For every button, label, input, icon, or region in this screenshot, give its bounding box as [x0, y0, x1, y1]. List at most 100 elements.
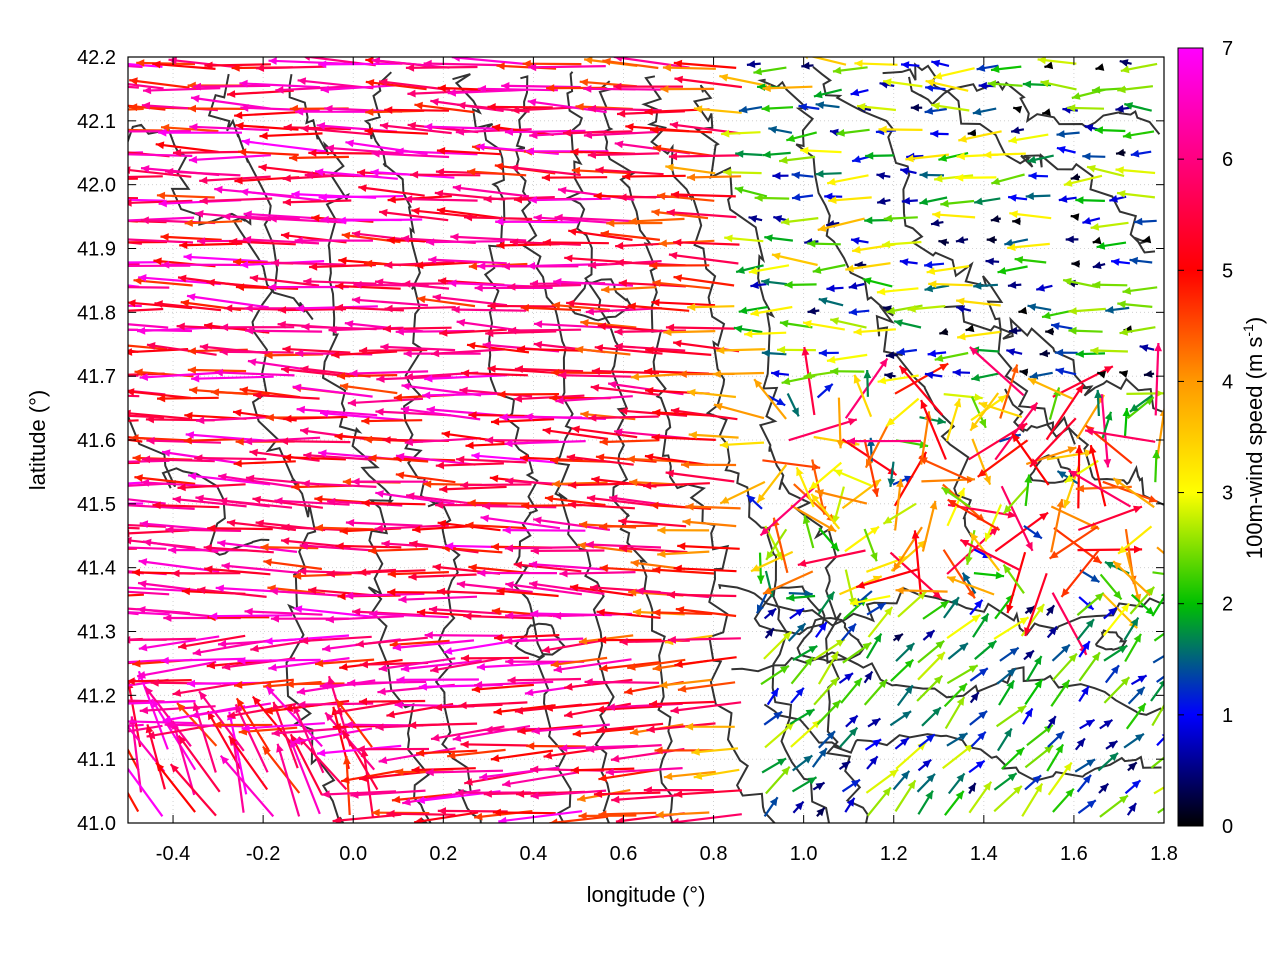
wind-vector: [349, 370, 429, 375]
wind-vector-head: [585, 745, 595, 753]
wind-vector-head: [334, 303, 344, 312]
wind-vector-head: [324, 104, 333, 113]
wind-vector-head: [400, 405, 410, 414]
wind-vector-head: [598, 774, 607, 782]
wind-vector-head: [438, 277, 447, 285]
wind-vector-head: [255, 64, 265, 72]
wind-vector-head: [350, 791, 359, 799]
wind-vector-head: [673, 274, 683, 282]
wind-vector-head: [1034, 679, 1043, 689]
wind-vector-head: [1036, 604, 1045, 613]
x-tick-label: 1.8: [1150, 843, 1178, 865]
wind-vector-head: [593, 790, 603, 798]
wind-vector-head: [736, 266, 745, 274]
wind-vector-head: [983, 781, 992, 791]
wind-vector-head: [110, 716, 117, 725]
wind-vector-head: [595, 166, 604, 175]
wind-vector: [662, 66, 716, 70]
wind-vector-head: [335, 542, 344, 550]
wind-vector: [263, 560, 323, 571]
wind-vector-head: [976, 64, 986, 72]
wind-vector-head: [846, 437, 855, 445]
colorbar-tick-label: 6: [1222, 149, 1233, 171]
wind-vector-head: [901, 197, 911, 205]
wind-vector-head: [970, 532, 979, 542]
wind-vector: [239, 190, 322, 202]
wind-vector: [513, 394, 585, 401]
wind-vector-head: [262, 746, 271, 756]
wind-vector-head: [978, 81, 987, 90]
wind-vector: [460, 483, 532, 487]
wind-vector-head: [693, 105, 703, 114]
wind-vector: [494, 634, 560, 640]
wind-vector-head: [530, 765, 539, 774]
wind-vector-head: [406, 492, 415, 501]
wind-vector-head: [1043, 725, 1053, 734]
wind-vector-head: [1061, 644, 1070, 654]
wind-vector-head: [566, 299, 575, 308]
wind-vector: [476, 661, 560, 669]
wind-vector-head: [644, 367, 653, 376]
wind-vector-head: [1068, 470, 1078, 479]
wind-vector-head: [456, 580, 466, 589]
wind-vector-head: [1097, 370, 1106, 379]
wind-vector-head: [643, 481, 652, 490]
wind-vector-head: [504, 439, 513, 448]
wind-vector: [670, 193, 736, 198]
wind-vector: [532, 518, 611, 531]
wind-vector-head: [663, 328, 672, 337]
wind-vector-head: [1104, 411, 1113, 421]
wind-vector-head: [627, 663, 636, 671]
wind-vector-head: [1061, 588, 1070, 597]
wind-vector-head: [496, 587, 505, 596]
wind-vector-head: [901, 61, 910, 69]
wind-vector-head: [141, 101, 151, 110]
wind-vector-head: [550, 456, 559, 465]
wind-vector-head: [1025, 541, 1033, 551]
wind-vector: [369, 612, 449, 619]
wind-vector-head: [853, 374, 862, 384]
wind-vector-head: [227, 711, 236, 719]
wind-vector-head: [721, 129, 730, 138]
colorbar: [1177, 47, 1204, 827]
wind-vector: [245, 329, 323, 333]
wind-vector: [172, 681, 243, 696]
wind-vector-head: [128, 536, 132, 545]
wind-vector-head: [559, 744, 568, 753]
wind-vector-head: [522, 59, 531, 68]
wind-vector-head: [1133, 505, 1142, 514]
wind-vector-head: [804, 57, 808, 60]
wind-vector: [325, 146, 403, 155]
wind-vector: [272, 701, 299, 769]
wind-vector: [345, 521, 423, 527]
wind-vector: [300, 127, 372, 136]
wind-vector-head: [826, 731, 835, 740]
wind-vector-head: [553, 665, 563, 674]
wind-vector-head: [527, 98, 537, 107]
wind-vector-head: [894, 633, 903, 642]
wind-vector-head: [170, 764, 179, 773]
wind-vector-head: [559, 569, 568, 578]
wind-vector: [585, 744, 662, 751]
wind-vector: [237, 150, 299, 156]
wind-vector-head: [384, 106, 393, 114]
wind-vector-head: [978, 418, 987, 428]
wind-vector: [504, 637, 584, 643]
wind-vector-head: [816, 807, 825, 817]
wind-vector: [128, 747, 140, 771]
wind-vector-head: [299, 542, 309, 550]
wind-vector: [365, 80, 427, 91]
wind-vector: [177, 483, 246, 489]
wind-vector-head: [844, 673, 853, 682]
wind-vector: [241, 139, 326, 153]
contour-loop: [1028, 454, 1073, 484]
wind-vector-head: [757, 493, 766, 503]
wind-vector-head: [402, 798, 411, 806]
wind-vector: [183, 255, 268, 263]
wind-vector-head: [516, 790, 525, 798]
wind-vector-head: [394, 701, 403, 709]
wind-vector-head: [187, 293, 196, 301]
wind-vector-head: [160, 656, 169, 665]
wind-vector-head: [644, 453, 654, 461]
wind-vector: [480, 516, 561, 530]
